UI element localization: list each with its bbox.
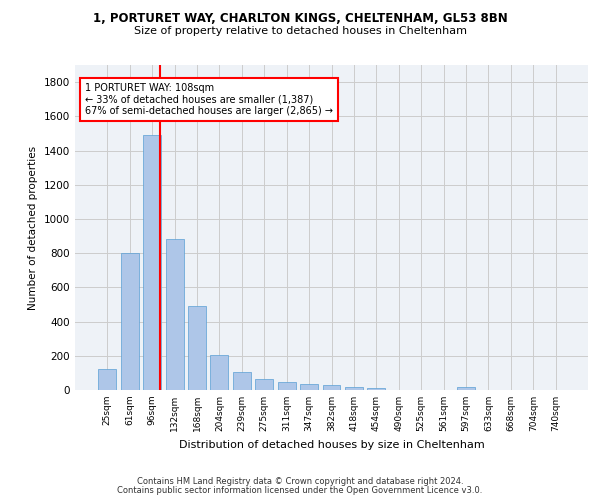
Bar	[233, 372, 251, 390]
Text: Size of property relative to detached houses in Cheltenham: Size of property relative to detached ho…	[133, 26, 467, 36]
Bar	[278, 382, 296, 390]
Text: 1 PORTURET WAY: 108sqm
← 33% of detached houses are smaller (1,387)
67% of semi-: 1 PORTURET WAY: 108sqm ← 33% of detached…	[85, 83, 333, 116]
Bar	[367, 388, 385, 390]
Bar	[211, 355, 229, 390]
Bar	[457, 388, 475, 390]
Bar	[323, 385, 340, 390]
Text: 1, PORTURET WAY, CHARLTON KINGS, CHELTENHAM, GL53 8BN: 1, PORTURET WAY, CHARLTON KINGS, CHELTEN…	[92, 12, 508, 26]
Bar	[188, 306, 206, 390]
Y-axis label: Number of detached properties: Number of detached properties	[28, 146, 38, 310]
Bar	[143, 135, 161, 390]
Text: Contains HM Land Registry data © Crown copyright and database right 2024.: Contains HM Land Registry data © Crown c…	[137, 477, 463, 486]
Bar	[255, 379, 273, 390]
X-axis label: Distribution of detached houses by size in Cheltenham: Distribution of detached houses by size …	[179, 440, 484, 450]
Text: Contains public sector information licensed under the Open Government Licence v3: Contains public sector information licen…	[118, 486, 482, 495]
Bar	[121, 253, 139, 390]
Bar	[166, 240, 184, 390]
Bar	[345, 386, 363, 390]
Bar	[300, 384, 318, 390]
Bar	[98, 368, 116, 390]
